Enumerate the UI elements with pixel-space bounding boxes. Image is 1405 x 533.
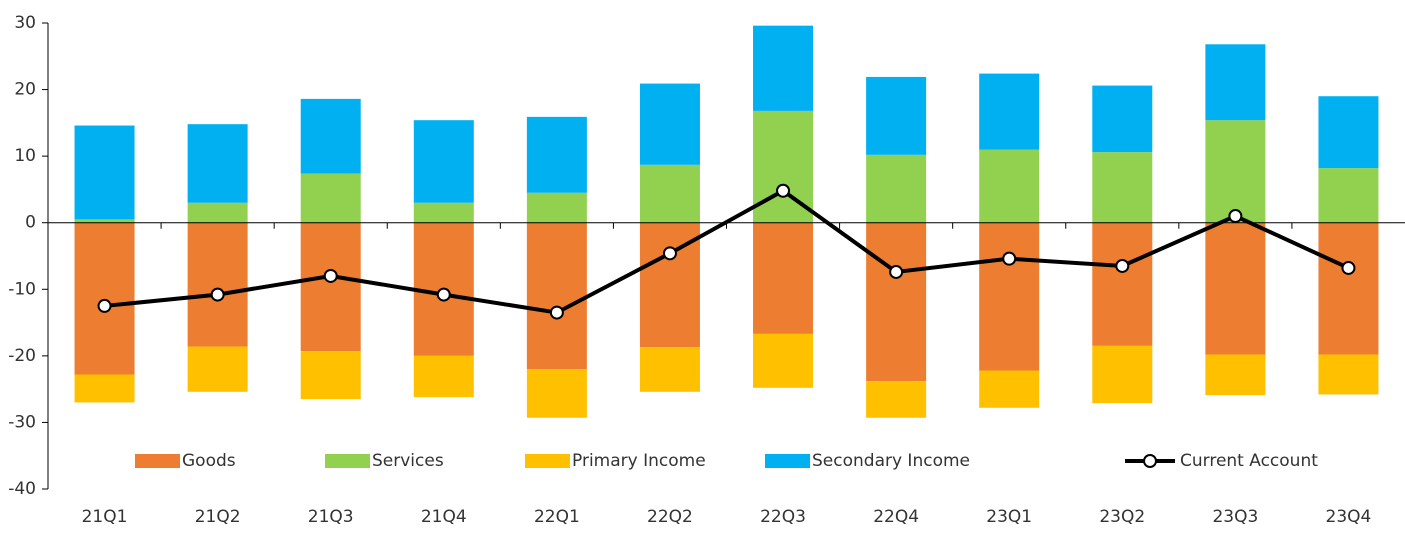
marker <box>210 287 225 302</box>
marker <box>1002 251 1017 266</box>
x-tick-label: 21Q2 <box>195 507 241 527</box>
bar <box>1092 85 1153 153</box>
y-tick-label: -30 <box>8 412 36 432</box>
marker <box>323 268 338 283</box>
bar <box>187 222 248 347</box>
x-tick-label: 23Q3 <box>1212 507 1258 527</box>
bar <box>639 83 700 165</box>
x-tick-label: 23Q2 <box>1099 507 1145 527</box>
marker <box>776 183 791 198</box>
legend-label: Secondary Income <box>812 451 970 471</box>
bar <box>1092 152 1153 223</box>
bar <box>979 222 1040 371</box>
bar <box>300 173 361 223</box>
marker <box>1228 209 1243 224</box>
bar <box>187 202 248 223</box>
bar <box>639 164 700 223</box>
bar <box>866 381 927 418</box>
marker <box>549 305 564 320</box>
x-tick-label: 23Q1 <box>986 507 1032 527</box>
x-tick-label: 22Q2 <box>647 507 693 527</box>
bar <box>1092 345 1153 404</box>
y-tick-label: 30 <box>14 13 36 33</box>
x-tick-label: 22Q1 <box>534 507 580 527</box>
marker <box>889 264 904 279</box>
bar <box>1092 222 1153 346</box>
bar <box>187 124 248 203</box>
x-tick-label: 22Q4 <box>873 507 919 527</box>
legend-swatch <box>525 454 570 468</box>
marker <box>97 298 112 313</box>
bar <box>526 369 587 418</box>
legend-swatch <box>135 454 180 468</box>
bar <box>526 116 587 193</box>
marker <box>1115 258 1130 273</box>
bar <box>979 370 1040 408</box>
bar <box>300 351 361 400</box>
bar <box>979 73 1040 150</box>
bar <box>1318 168 1379 223</box>
legend-swatch <box>765 454 810 468</box>
bar <box>413 120 474 203</box>
x-tick-label: 21Q4 <box>421 507 467 527</box>
legend-swatch <box>325 454 370 468</box>
y-tick-label: 0 <box>25 213 36 233</box>
bar <box>866 76 927 155</box>
legend-label: Services <box>372 451 444 471</box>
bar <box>1205 120 1266 223</box>
marker <box>1341 260 1356 275</box>
legend-label: Current Account <box>1180 451 1318 471</box>
bar <box>526 192 587 223</box>
bar <box>74 125 135 220</box>
y-tick-label: -40 <box>8 479 36 499</box>
marker <box>662 246 677 261</box>
bar <box>413 355 474 398</box>
bar <box>526 222 587 370</box>
x-tick-label: 23Q4 <box>1326 507 1372 527</box>
bar <box>74 374 135 403</box>
bar <box>187 346 248 392</box>
legend-label: Goods <box>182 451 236 471</box>
bar <box>1318 354 1379 395</box>
bar <box>1205 354 1266 396</box>
x-tick-label: 21Q3 <box>308 507 354 527</box>
bar <box>753 25 814 111</box>
y-tick-label: -10 <box>8 279 36 299</box>
line <box>104 188 1350 315</box>
x-tick-label: 21Q1 <box>82 507 128 527</box>
bar <box>74 219 135 223</box>
bar <box>1318 222 1379 355</box>
bar <box>1318 96 1379 169</box>
legend-marker <box>1143 454 1157 468</box>
bar <box>413 202 474 223</box>
bar <box>753 222 814 334</box>
bar <box>1205 222 1266 355</box>
bar <box>979 149 1040 223</box>
bar <box>866 154 927 223</box>
bar <box>300 222 361 352</box>
y-tick-label: 20 <box>14 80 36 100</box>
bar <box>300 98 361 174</box>
y-tick-label: 10 <box>14 146 36 166</box>
bar <box>74 222 135 375</box>
bar <box>1205 44 1266 121</box>
bar <box>866 222 927 382</box>
x-tick-label: 22Q3 <box>760 507 806 527</box>
y-tick-label: -20 <box>8 346 36 366</box>
bar <box>753 333 814 388</box>
legend-label: Primary Income <box>572 451 706 471</box>
bar <box>639 347 700 392</box>
marker <box>436 287 451 302</box>
